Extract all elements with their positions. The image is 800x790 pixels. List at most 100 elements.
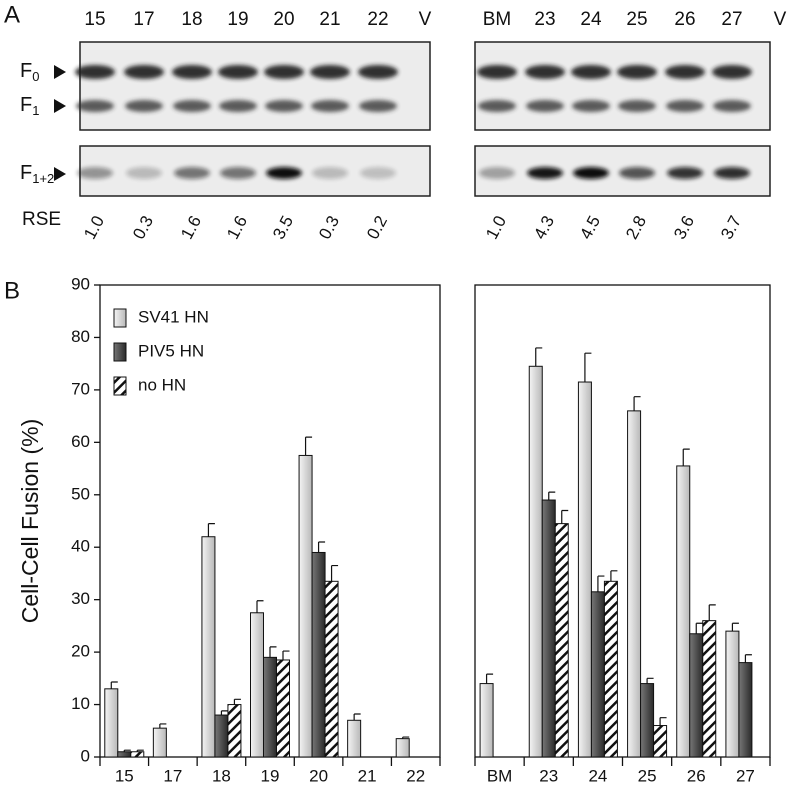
band-f12: [619, 167, 655, 179]
bar: [627, 410, 642, 758]
bar: [676, 465, 691, 758]
y-tick-label: 90: [71, 274, 90, 293]
band-label-sub: 1+2: [32, 171, 54, 186]
rse-label: RSE: [22, 209, 61, 230]
band-f0: [665, 65, 705, 79]
band-label: F0: [20, 60, 39, 84]
legend-label: PIV5 HN: [138, 341, 204, 360]
bar: [738, 662, 753, 758]
lane-label: 27: [721, 9, 742, 30]
x-tick-label: 18: [212, 766, 231, 785]
bar: [640, 683, 655, 758]
x-tick-label: 22: [406, 766, 425, 785]
error-bar: [646, 677, 654, 684]
lane-label: 20: [273, 9, 294, 30]
panel-label: B: [4, 277, 20, 304]
y-tick-label: 50: [71, 484, 90, 503]
rse-value: 1.6: [177, 213, 205, 243]
rse-value: 4.3: [530, 213, 558, 243]
bar: [653, 725, 668, 758]
band-f0: [172, 65, 212, 79]
rse-value: 3.7: [717, 213, 745, 243]
band-f1: [359, 100, 397, 112]
lane-label: 24: [580, 9, 602, 30]
y-axis-label: Cell-Cell Fusion (%): [17, 419, 43, 623]
rse-value: 0.2: [363, 213, 391, 243]
error-bar: [220, 710, 228, 716]
rse-value: 2.8: [622, 213, 650, 243]
rse-value: 4.5: [576, 213, 604, 243]
lane-label: 25: [626, 9, 647, 30]
rse-value: 3.5: [269, 213, 297, 243]
band-f0: [218, 65, 258, 79]
rse-value: 0.3: [315, 213, 343, 243]
bar: [479, 683, 494, 758]
bar: [130, 751, 145, 758]
bar: [590, 591, 605, 758]
y-tick-label: 0: [81, 746, 90, 765]
band-f12: [312, 167, 348, 179]
band-f0: [617, 65, 657, 79]
error-bar: [233, 698, 241, 705]
bar: [214, 714, 229, 758]
bar: [276, 659, 290, 758]
error-bar: [304, 436, 313, 456]
rse-value: 0.3: [129, 213, 157, 243]
band-label-sub: 0: [32, 69, 39, 84]
band-f0: [712, 65, 752, 79]
y-tick-label: 20: [71, 642, 90, 661]
lane-label: 22: [367, 9, 388, 30]
band-f12: [126, 167, 162, 179]
legend-label: no HN: [138, 375, 186, 394]
x-tick-label: 26: [687, 766, 706, 785]
x-tick-label: 27: [736, 766, 755, 785]
bar: [117, 751, 132, 758]
bar: [152, 727, 167, 758]
bar: [227, 704, 242, 758]
error-bar: [402, 736, 410, 739]
bar: [554, 523, 569, 758]
error-bar: [207, 523, 215, 537]
band-label-main: F: [20, 94, 32, 116]
band-f1: [173, 100, 211, 112]
bar: [702, 620, 717, 758]
legend-swatch: [113, 308, 127, 328]
band-f12: [479, 167, 515, 179]
band-label-sub: 1: [32, 103, 39, 118]
lane-label: BM: [483, 9, 512, 30]
y-tick-label: 80: [71, 327, 90, 346]
x-tick-label: 23: [539, 766, 558, 785]
band-f1: [572, 100, 610, 112]
error-bar: [282, 650, 290, 660]
error-bar: [485, 673, 494, 684]
band-f0: [525, 65, 565, 79]
lane-label: 21: [319, 9, 340, 30]
legend-label: SV41 HN: [138, 307, 209, 326]
blot-top-right: [474, 41, 771, 131]
error-bar: [708, 604, 716, 621]
bar: [528, 365, 543, 758]
legend-swatch: [113, 342, 127, 362]
bar: [324, 580, 339, 758]
band-f1: [478, 100, 516, 112]
error-bar: [610, 570, 618, 582]
rse-value: 1.6: [223, 213, 251, 243]
bar: [298, 454, 313, 758]
arrowhead: [54, 65, 66, 79]
lane-label: 15: [84, 9, 105, 30]
band-f1: [713, 100, 751, 112]
error-bar: [731, 622, 739, 632]
bar: [201, 536, 216, 758]
band-f1: [125, 100, 163, 112]
band-f0: [358, 65, 398, 79]
error-bar: [317, 541, 326, 553]
lane-label: 26: [674, 9, 695, 30]
x-tick-label: 17: [163, 766, 182, 785]
bar: [104, 688, 119, 758]
band-f0: [310, 65, 350, 79]
error-bar: [633, 396, 641, 411]
band-f12: [266, 167, 302, 179]
x-tick-label: 19: [261, 766, 280, 785]
error-bar: [597, 575, 605, 592]
